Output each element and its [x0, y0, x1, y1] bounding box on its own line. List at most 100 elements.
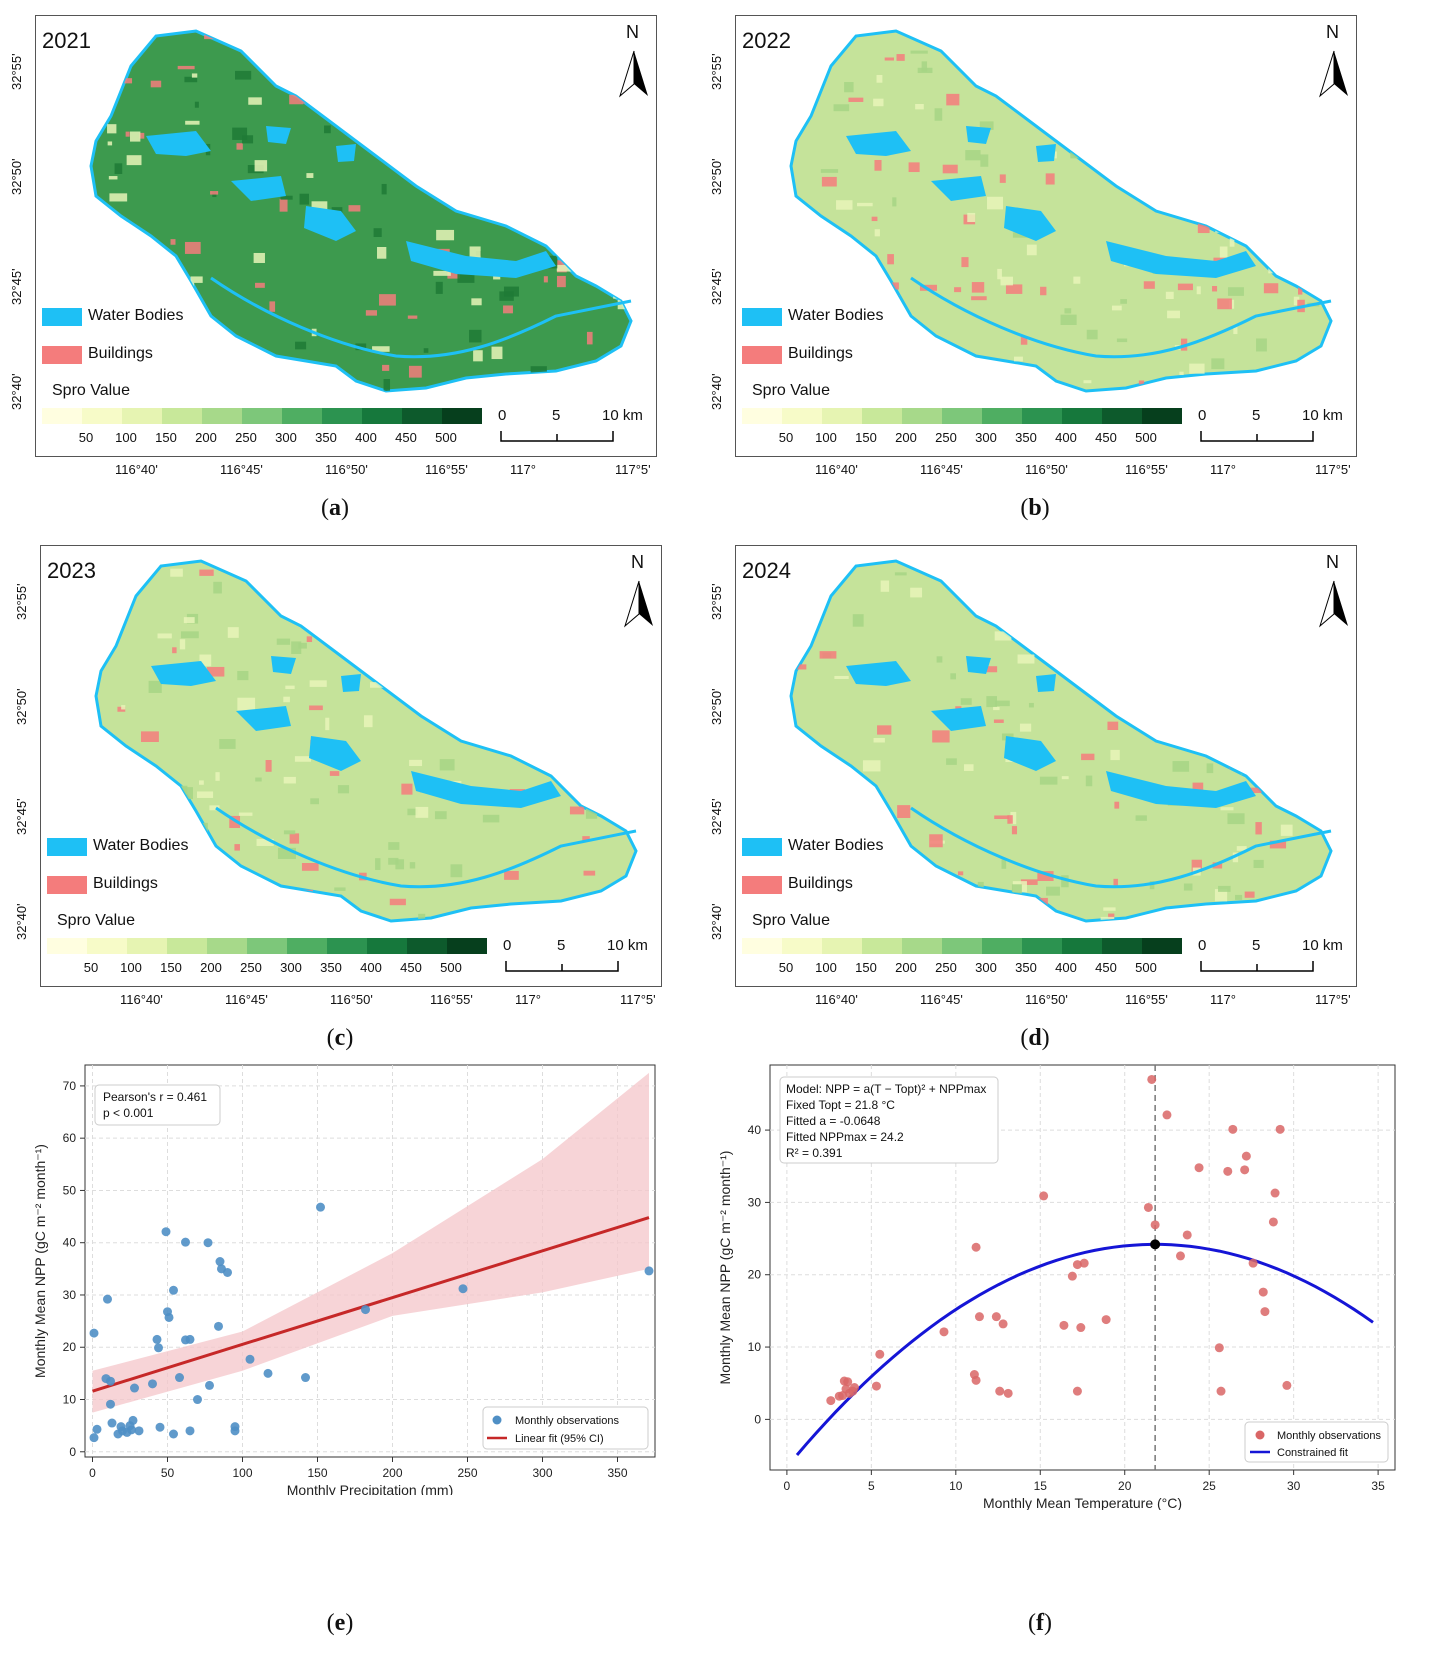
- river: [910, 806, 1332, 889]
- water-body: [271, 656, 296, 674]
- data-point: [971, 1375, 981, 1385]
- water-body: [931, 706, 986, 731]
- x-axis-label: Monthly Precipitation (mm): [287, 1482, 454, 1495]
- legend-fit-label: Constrained fit: [1277, 1447, 1348, 1459]
- latitude-label: 32°55': [14, 583, 29, 620]
- data-point: [1223, 1166, 1233, 1176]
- ramp-step: [1062, 408, 1102, 424]
- legend-water-label: Water Bodies: [788, 307, 884, 324]
- scale-label: 5: [1252, 407, 1261, 424]
- ramp-step: [87, 938, 127, 954]
- data-point: [185, 1334, 195, 1344]
- data-point: [230, 1426, 240, 1436]
- data-point: [939, 1327, 949, 1337]
- ramp-label: 200: [895, 960, 917, 975]
- x-tick-label: 15: [1034, 1479, 1048, 1493]
- ramp-step: [902, 938, 942, 954]
- fit-line: [92, 1216, 650, 1393]
- legend-point-marker: [492, 1415, 502, 1425]
- ramp-step: [242, 408, 282, 424]
- latitude-label: 32°55': [9, 53, 24, 90]
- y-axis-label: Monthly Mean NPP (gC m⁻² month⁻¹): [32, 1144, 48, 1378]
- ramp-label: 500: [1135, 960, 1157, 975]
- data-point: [169, 1285, 178, 1295]
- ramp-label: 150: [855, 430, 877, 445]
- legend-buildings-label: Buildings: [93, 875, 158, 892]
- legend-buildings-swatch: [47, 876, 87, 894]
- longitude-label: 116°50': [1025, 992, 1068, 1007]
- spro-color-ramp: [42, 408, 482, 424]
- ramp-label: 350: [320, 960, 342, 975]
- data-point: [1101, 1315, 1111, 1325]
- ramp-label: 100: [120, 960, 142, 975]
- north-arrow-icon: [634, 51, 648, 96]
- water-body: [846, 131, 911, 156]
- map-panel-b: 2022 N Water Bodies Buildings Spro Value 50 10…: [735, 15, 1357, 457]
- latitude-label: 32°40': [9, 373, 24, 410]
- scale-label: 0: [1198, 937, 1207, 954]
- legend-water-label: Water Bodies: [93, 837, 189, 854]
- spro-color-ramp: [742, 408, 1182, 424]
- ramp-label: 150: [160, 960, 182, 975]
- ramp-step: [327, 938, 367, 954]
- scatter-panel-e: 0 50 100 150 200 250 300 350 0 10 20 30 40 50 60 70 Mont…: [30, 1055, 670, 1498]
- ramp-step: [407, 938, 447, 954]
- ramp-label: 450: [1095, 960, 1117, 975]
- data-point: [843, 1377, 853, 1387]
- ramp-label: 500: [435, 430, 457, 445]
- legend-water-swatch: [742, 838, 782, 856]
- north-arrow-icon: [624, 580, 640, 628]
- caption-f: (f): [1028, 1610, 1052, 1636]
- legend-box: [1244, 1421, 1389, 1463]
- data-point: [1072, 1260, 1082, 1270]
- north-arrow-icon: [639, 581, 653, 626]
- ramp-label: 300: [280, 960, 302, 975]
- ramp-step: [742, 938, 782, 954]
- latitude-label: 32°45': [709, 268, 724, 305]
- ramp-label: 250: [935, 960, 957, 975]
- water-body: [931, 176, 986, 201]
- spro-legend-title: Spro Value: [752, 912, 830, 929]
- data-point: [107, 1418, 117, 1428]
- data-point: [995, 1386, 1005, 1396]
- latitude-label: 32°55': [709, 583, 724, 620]
- ramp-label: 500: [440, 960, 462, 975]
- x-tick-label: 100: [232, 1466, 252, 1480]
- ramp-step: [442, 408, 482, 424]
- map-year-label: 2024: [742, 558, 791, 583]
- data-point: [1228, 1124, 1238, 1134]
- water-body: [406, 241, 556, 278]
- longitude-label: 117°5': [620, 992, 656, 1007]
- ramp-label: 400: [1055, 960, 1077, 975]
- ramp-label: 100: [815, 430, 837, 445]
- legend-water-label: Water Bodies: [788, 837, 884, 854]
- x-axis-label: Monthly Mean Temperature (°C): [983, 1495, 1182, 1510]
- longitude-label: 116°40': [115, 462, 158, 477]
- latitude-label: 32°50': [9, 158, 24, 195]
- ramp-step: [942, 938, 982, 954]
- data-point: [1240, 1165, 1250, 1175]
- data-point: [89, 1433, 99, 1443]
- latitude-label: 32°50': [709, 688, 724, 725]
- data-point: [103, 1294, 112, 1304]
- x-tick-label: 50: [161, 1466, 175, 1480]
- data-point: [148, 1379, 157, 1389]
- latitude-label: 32°50': [14, 688, 29, 725]
- legend-buildings-swatch: [742, 346, 782, 364]
- data-point: [871, 1381, 881, 1391]
- ramp-step: [282, 408, 322, 424]
- data-point: [127, 1425, 136, 1435]
- spro-legend-title: Spro Value: [52, 382, 130, 399]
- scale-label: 5: [557, 937, 566, 954]
- ramp-step: [287, 938, 327, 954]
- data-point: [1162, 1110, 1172, 1120]
- longitude-label: 117°5': [615, 462, 651, 477]
- ramp-label: 400: [355, 430, 377, 445]
- annotation-line2: p < 0.001: [103, 1106, 154, 1120]
- longitude-label: 116°45': [225, 992, 268, 1007]
- data-point: [92, 1424, 102, 1434]
- river: [910, 276, 1332, 359]
- data-point: [214, 1321, 223, 1331]
- data-point: [1194, 1163, 1204, 1173]
- ramp-step: [1102, 938, 1142, 954]
